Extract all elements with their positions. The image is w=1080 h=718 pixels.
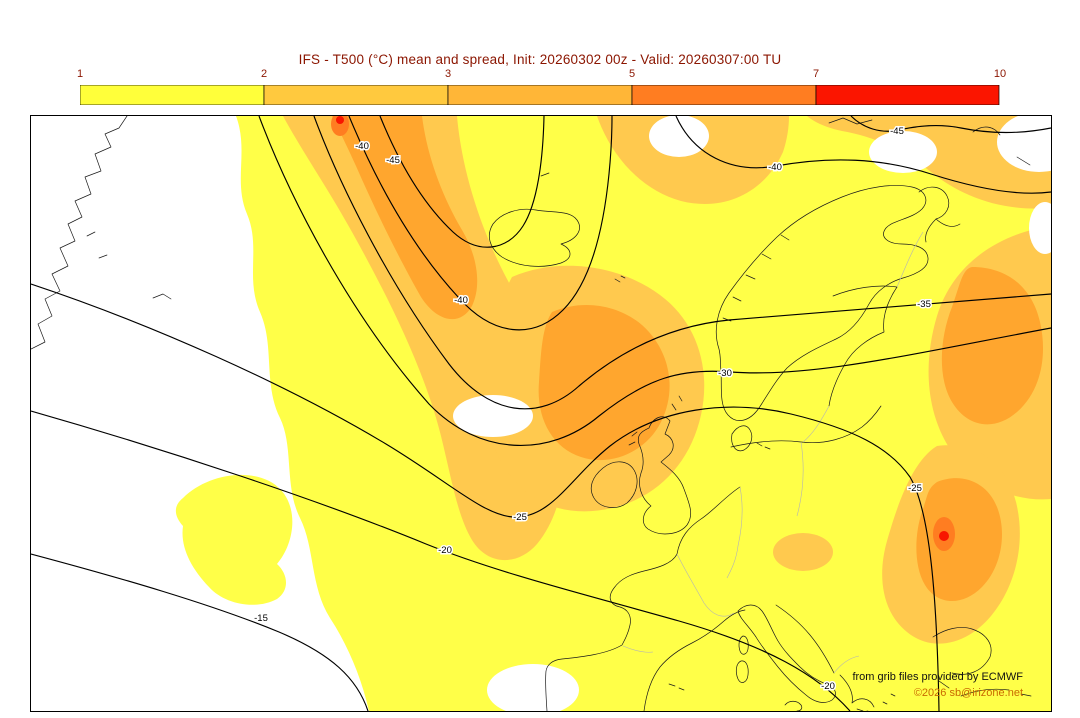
spread-min-hole-topmiddle [649, 116, 709, 157]
contour-label: -25 [908, 483, 922, 494]
scandinavia-coast [715, 185, 929, 421]
country-border-layer [622, 231, 924, 674]
colorbar-tick: 2 [260, 68, 268, 80]
contour-label-layer: -45 -40 -40 -45 -40 -35 -30 -25 -25 -20 … [253, 125, 933, 694]
attribution-copyright: ©2026 sb@irizone.net [913, 687, 1023, 699]
contour-minus15 [31, 553, 369, 711]
black-sea-coast [932, 627, 1032, 697]
iceland-coast [488, 208, 580, 267]
contour-label: -35 [917, 299, 931, 310]
spread-min-hole-bottom [487, 664, 579, 711]
greenland-islands [86, 231, 172, 300]
spread-high-top-band [332, 116, 478, 320]
contour-minus40-ne [675, 116, 1051, 194]
contour-label: -20 [438, 545, 452, 556]
spread-mid-top-middle [597, 116, 789, 204]
spread-min-hole-topright [869, 131, 937, 173]
denmark-coast [731, 425, 771, 452]
spread-extreme-spot [939, 531, 949, 541]
gulf-of-finland-coast [832, 285, 898, 297]
border-poland-east [796, 441, 804, 517]
adriatic-east-coast [775, 604, 835, 674]
mean-contour-layer [31, 116, 1051, 711]
contour-label: -45 [386, 155, 400, 166]
colorbar-segment-7-10 [815, 85, 1000, 105]
ireland-coast [590, 461, 638, 508]
coastline-layer [31, 116, 1032, 711]
contour-label: -40 [454, 295, 468, 306]
greece-coast [839, 674, 896, 711]
kola-white-sea-coast [918, 186, 961, 243]
contour-minus45 [379, 116, 545, 248]
contour-label: -15 [254, 613, 268, 624]
spread-high-right [941, 267, 1044, 425]
spread-mid-band-nw [283, 116, 564, 561]
spread-high-lower-right [916, 478, 1002, 602]
contour-minus20 [31, 410, 851, 711]
spread-mid-balkans [773, 533, 833, 571]
contour-label: -45 [890, 126, 904, 137]
border-germany-west [726, 486, 743, 579]
baltic-south-coast [730, 405, 882, 448]
shetland-islands [671, 395, 683, 411]
spread-extreme-spot-top [336, 116, 344, 124]
faroe-islands [614, 275, 626, 283]
contour-label: -30 [718, 368, 732, 379]
spread-fill-layer [31, 116, 1051, 711]
contour-label: -25 [513, 512, 527, 523]
border-baltics [802, 405, 830, 443]
spread-high-central [538, 304, 670, 461]
border-finland-russia [896, 231, 924, 288]
map-canvas: -45 -40 -40 -45 -40 -35 -30 -25 -25 -20 … [31, 116, 1051, 711]
spread-min-hole-rightedge [1029, 202, 1051, 254]
svalbard-coast [828, 117, 873, 125]
colorbar-tick: 5 [628, 68, 636, 80]
attribution-source: from grib files provided by ECMWF [852, 671, 1023, 683]
border-balkans [833, 655, 860, 674]
spread-min-hole-central [453, 395, 533, 437]
corsica-coast [738, 635, 749, 655]
sardinia-coast [735, 660, 749, 683]
jan-mayen-island [540, 172, 550, 177]
chart-title: IFS - T500 (°C) mean and spread, Init: 2… [298, 52, 782, 67]
colorbar-segment-3-5 [447, 85, 633, 105]
contour-minus40 [348, 116, 613, 331]
colorbar-tick: 1 [76, 68, 84, 80]
sicily-coast [784, 700, 803, 711]
colorbar-segment-5-7 [631, 85, 817, 105]
spread-vhigh-top [331, 116, 349, 136]
colorbar-segment-2-3 [263, 85, 449, 105]
contour-label: -40 [355, 141, 369, 152]
colorbar-tick: 10 [993, 68, 1007, 80]
colorbar: 1 2 3 5 7 10 [76, 68, 1006, 108]
contour-minus45-ne [850, 116, 1051, 134]
great-britain-coast [637, 416, 692, 535]
spread-low-patch-sw [175, 474, 293, 605]
balearic-islands [668, 683, 685, 691]
greenland-coast [31, 116, 128, 350]
border-france-east [676, 553, 735, 617]
spain-med-coast [643, 609, 746, 711]
colorbar-scale [80, 85, 1000, 105]
colorbar-ticks: 1 2 3 5 7 10 [76, 68, 1006, 82]
colorbar-tick: 3 [444, 68, 452, 80]
contour-minus30 [258, 116, 1051, 447]
colorbar-segment-1-2 [80, 85, 265, 105]
baltic-east-coast [828, 286, 898, 407]
contour-label: -40 [768, 162, 782, 173]
norway-fjords [722, 234, 790, 322]
contour-minus35 [313, 116, 1051, 410]
contour-minus25 [31, 283, 940, 711]
colorbar-tick: 7 [812, 68, 820, 80]
west-europe-coast [545, 486, 741, 711]
contour-label: -20 [821, 681, 835, 692]
hebrides-islands [628, 431, 638, 446]
map-frame: -45 -40 -40 -45 -40 -35 -30 -25 -25 -20 … [30, 115, 1052, 712]
border-pyrenees [622, 645, 654, 653]
